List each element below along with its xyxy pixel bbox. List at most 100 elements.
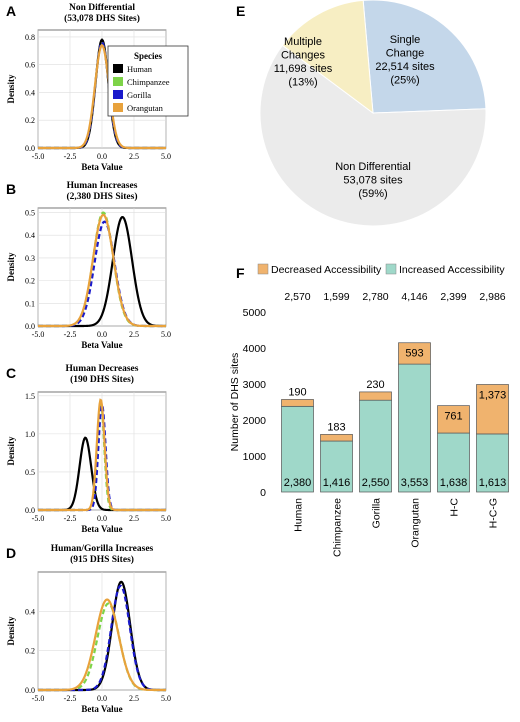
y-tick-label: 0.0 xyxy=(25,686,35,695)
x-tick-label: 2.5 xyxy=(129,152,139,161)
pie-label: (59%) xyxy=(358,188,387,200)
x-tick-label: 2.5 xyxy=(129,514,139,523)
panel-letter-a: A xyxy=(6,3,16,19)
y-tick-label: 3000 xyxy=(243,379,267,391)
bar-decreased xyxy=(320,434,353,442)
bar-value-label: 1,416 xyxy=(323,477,351,489)
x-axis-label: Beta Value xyxy=(81,340,122,350)
panel-letter-e: E xyxy=(236,3,245,19)
panel-letter-b: B xyxy=(6,181,16,197)
legend-entry: Gorilla xyxy=(127,90,151,100)
legend-entry: Orangutan xyxy=(127,103,164,113)
y-tick-label: 0 xyxy=(260,487,266,499)
bar-increased xyxy=(398,363,431,493)
panel-title: Human Increases xyxy=(67,181,138,191)
density-curve-orangutan xyxy=(38,598,166,692)
bar-decreased xyxy=(281,399,314,407)
y-tick-label: 0.6 xyxy=(25,61,35,70)
y-tick-label: 1.5 xyxy=(25,392,35,401)
legend-swatch xyxy=(113,90,123,99)
x-tick-label: -2.5 xyxy=(64,330,77,339)
bar-total-label: 1,599 xyxy=(323,291,349,303)
bar-decreased xyxy=(359,391,392,401)
density-panels: Non Differential(53,078 DHS Sites) -5.0 -2… xyxy=(6,3,189,714)
bar-total-label: 2,780 xyxy=(362,291,388,303)
bar-value-label: 593 xyxy=(405,348,423,360)
legend-title: Species xyxy=(134,51,162,61)
y-tick-label: 0.0 xyxy=(25,322,35,331)
bar-value-label: 190 xyxy=(288,386,306,398)
y-tick-label: 0.0 xyxy=(25,144,35,153)
x-tick-label: 0.0 xyxy=(97,330,107,339)
species-legend: Species Human Chimpanzee Gorilla Orangutan xyxy=(107,45,189,117)
x-category-label: Chimpanzee xyxy=(332,498,344,557)
density-curve-orangutan xyxy=(38,213,166,328)
pie-label: Changes xyxy=(281,50,326,62)
pie-slice-non-differential xyxy=(259,44,487,227)
bar-total-label: 2,570 xyxy=(284,291,310,303)
bar-value-label: 1,638 xyxy=(440,477,468,489)
x-category-label: Human xyxy=(293,498,305,532)
legend-swatch-decreased xyxy=(257,263,269,275)
legend-swatch xyxy=(113,77,123,86)
x-tick-label: -5.0 xyxy=(32,514,45,523)
legend-entry: Human xyxy=(127,64,153,74)
density-curve-orangutan xyxy=(38,43,166,150)
y-tick-label: 0.4 xyxy=(25,607,35,616)
x-category-label: H-C-G xyxy=(488,498,500,528)
x-tick-label: 0.0 xyxy=(97,694,107,703)
legend-entry: Chimpanzee xyxy=(127,77,170,87)
x-tick-label: -2.5 xyxy=(64,514,77,523)
x-tick-label: 0.0 xyxy=(97,152,107,161)
legend-entry: Increased Accessibility xyxy=(399,264,505,276)
x-tick-label: -2.5 xyxy=(64,694,77,703)
x-tick-label: -2.5 xyxy=(64,152,77,161)
pie-label: Single xyxy=(390,34,421,46)
legend-entry: Decreased Accessibility xyxy=(271,264,382,276)
panel-title: Non Differential xyxy=(69,3,135,13)
bar-total-label: 2,986 xyxy=(479,291,505,303)
panel-subtitle: (190 DHS Sites) xyxy=(70,374,134,385)
bar-panel: Decreased Accessibility Increased Accessi… xyxy=(229,263,509,557)
pie-label: 22,514 sites xyxy=(375,61,435,73)
x-axis-label: Beta Value xyxy=(81,704,122,714)
pie-label: Change xyxy=(386,48,425,60)
y-tick-label: 0.3 xyxy=(25,254,35,263)
density-panel-b: Human Increases(2,380 DHS Sites) -5.0 -2.5… xyxy=(6,181,171,350)
density-curve-orangutan xyxy=(38,398,166,512)
y-axis-label: Number of DHS sites xyxy=(229,353,241,452)
y-tick-label: 2000 xyxy=(243,415,267,427)
y-tick-label: 0.2 xyxy=(25,647,35,656)
pie-slice-single-change xyxy=(362,0,487,114)
x-category-label: H-C xyxy=(449,498,461,517)
y-tick-label: 0.2 xyxy=(25,277,35,286)
density-curve-chimpanzee xyxy=(38,602,166,692)
x-tick-label: 2.5 xyxy=(129,694,139,703)
bar-increased xyxy=(437,432,470,493)
x-tick-label: 5.0 xyxy=(161,694,171,703)
y-tick-label: 5000 xyxy=(243,307,267,319)
x-tick-label: -5.0 xyxy=(32,694,45,703)
x-tick-label: -5.0 xyxy=(32,330,45,339)
legend-swatch-increased xyxy=(385,263,397,275)
y-axis-label: Density xyxy=(6,252,16,281)
bar-decreased xyxy=(437,405,470,434)
panel-letter-c: C xyxy=(6,365,16,381)
y-tick-label: 0.0 xyxy=(25,506,35,515)
y-tick-label: 0.4 xyxy=(25,88,35,97)
y-tick-label: 1.0 xyxy=(25,430,35,439)
x-tick-label: -5.0 xyxy=(32,152,45,161)
x-axis-label: Beta Value xyxy=(81,162,122,172)
panel-subtitle: (2,380 DHS Sites) xyxy=(67,191,138,202)
density-panel-c: Human Decreases(190 DHS Sites) -5.0 -2.5 0.… xyxy=(6,364,171,534)
bar-value-label: 761 xyxy=(444,411,462,423)
bar-value-label: 3,553 xyxy=(401,477,429,489)
density-panel-d: Human/Gorilla Increases(915 DHS Sites) -5… xyxy=(6,544,171,714)
bar-increased xyxy=(281,405,314,493)
pie-slice-multiple-changes xyxy=(281,0,374,115)
x-tick-label: 0.0 xyxy=(97,514,107,523)
bar-increased xyxy=(359,399,392,493)
pie-label: 53,078 sites xyxy=(343,175,403,187)
x-category-label: Gorilla xyxy=(371,498,383,529)
